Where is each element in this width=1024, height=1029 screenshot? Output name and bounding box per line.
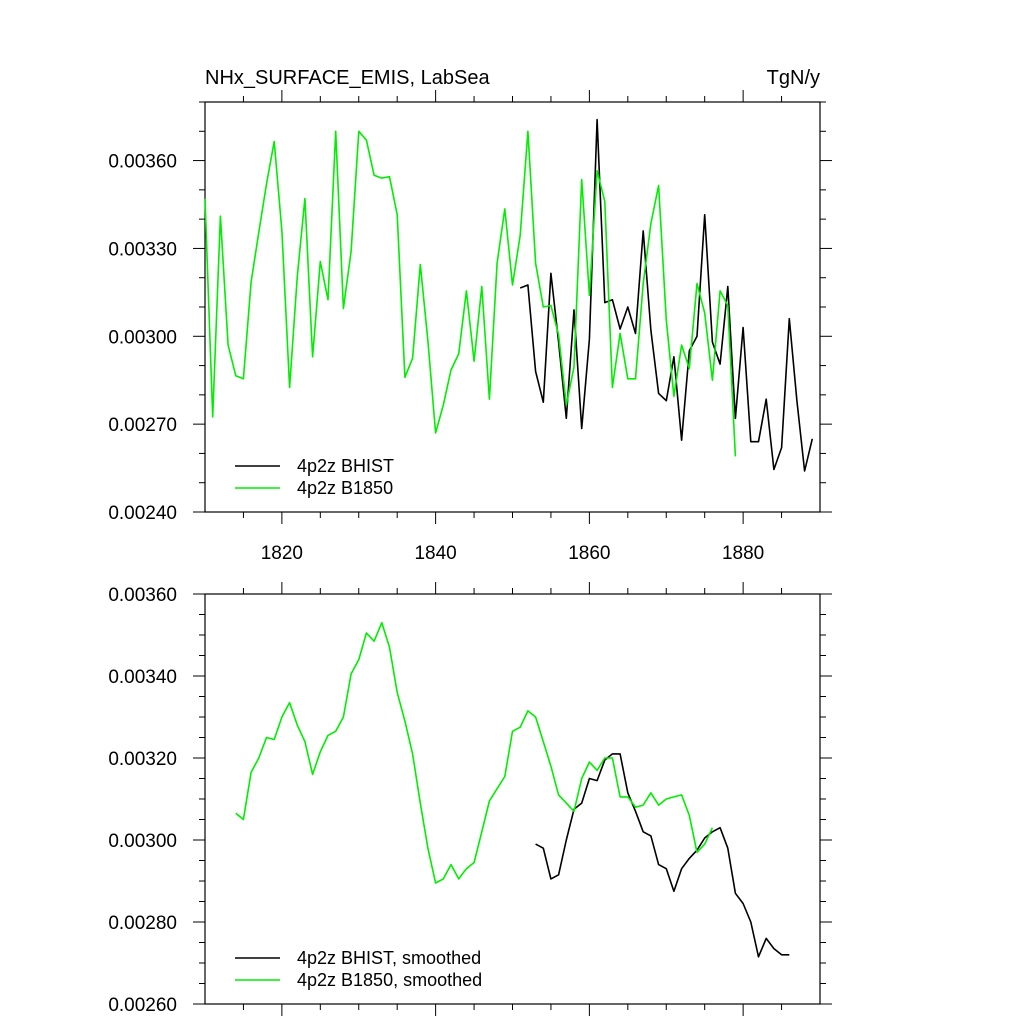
y-tick-label: 0.00300 <box>108 327 177 348</box>
y-tick-label: 0.00360 <box>108 152 177 173</box>
series-line-b1850 <box>204 130 737 457</box>
chart-title: NHx_SURFACE_EMIS, LabSea <box>205 67 490 89</box>
y-tick-label: 0.00300 <box>108 831 177 852</box>
plot-frame <box>204 593 821 1005</box>
y-tick-label: 0.00340 <box>108 667 177 688</box>
y-tick-label: 0.00280 <box>108 913 177 934</box>
chart-units: TgN/y <box>767 67 820 89</box>
y-tick-label: 0.00330 <box>108 239 177 260</box>
legend-label-bhist: 4p2z BHIST <box>297 456 394 476</box>
x-tick-label: 1860 <box>568 543 610 564</box>
legend-label-b1850: 4p2z B1850, smoothed <box>297 970 482 990</box>
y-tick-label: 0.00360 <box>108 585 177 606</box>
x-tick-label: 1820 <box>261 543 303 564</box>
legend-label-bhist: 4p2z BHIST, smoothed <box>297 948 481 968</box>
series-line-bhist <box>535 753 790 958</box>
legend-label-b1850: 4p2z B1850 <box>297 478 393 498</box>
x-tick-label: 1880 <box>722 543 764 564</box>
panel-1: 0.00240 0.00270 0.00300 0.00330 0.00360 1820 1… <box>108 67 832 564</box>
x-tick-label: 1840 <box>414 543 456 564</box>
series-line-bhist <box>519 118 814 472</box>
series-line-b1850 <box>235 621 714 884</box>
y-tick-label: 0.00270 <box>108 415 177 436</box>
y-tick-label: 0.00260 <box>108 995 177 1016</box>
y-tick-label: 0.00240 <box>108 503 177 524</box>
panel-2: 0.00260 0.00280 0.00300 0.00320 0.00340 0.003… <box>108 582 832 1016</box>
y-tick-label: 0.00320 <box>108 749 177 770</box>
